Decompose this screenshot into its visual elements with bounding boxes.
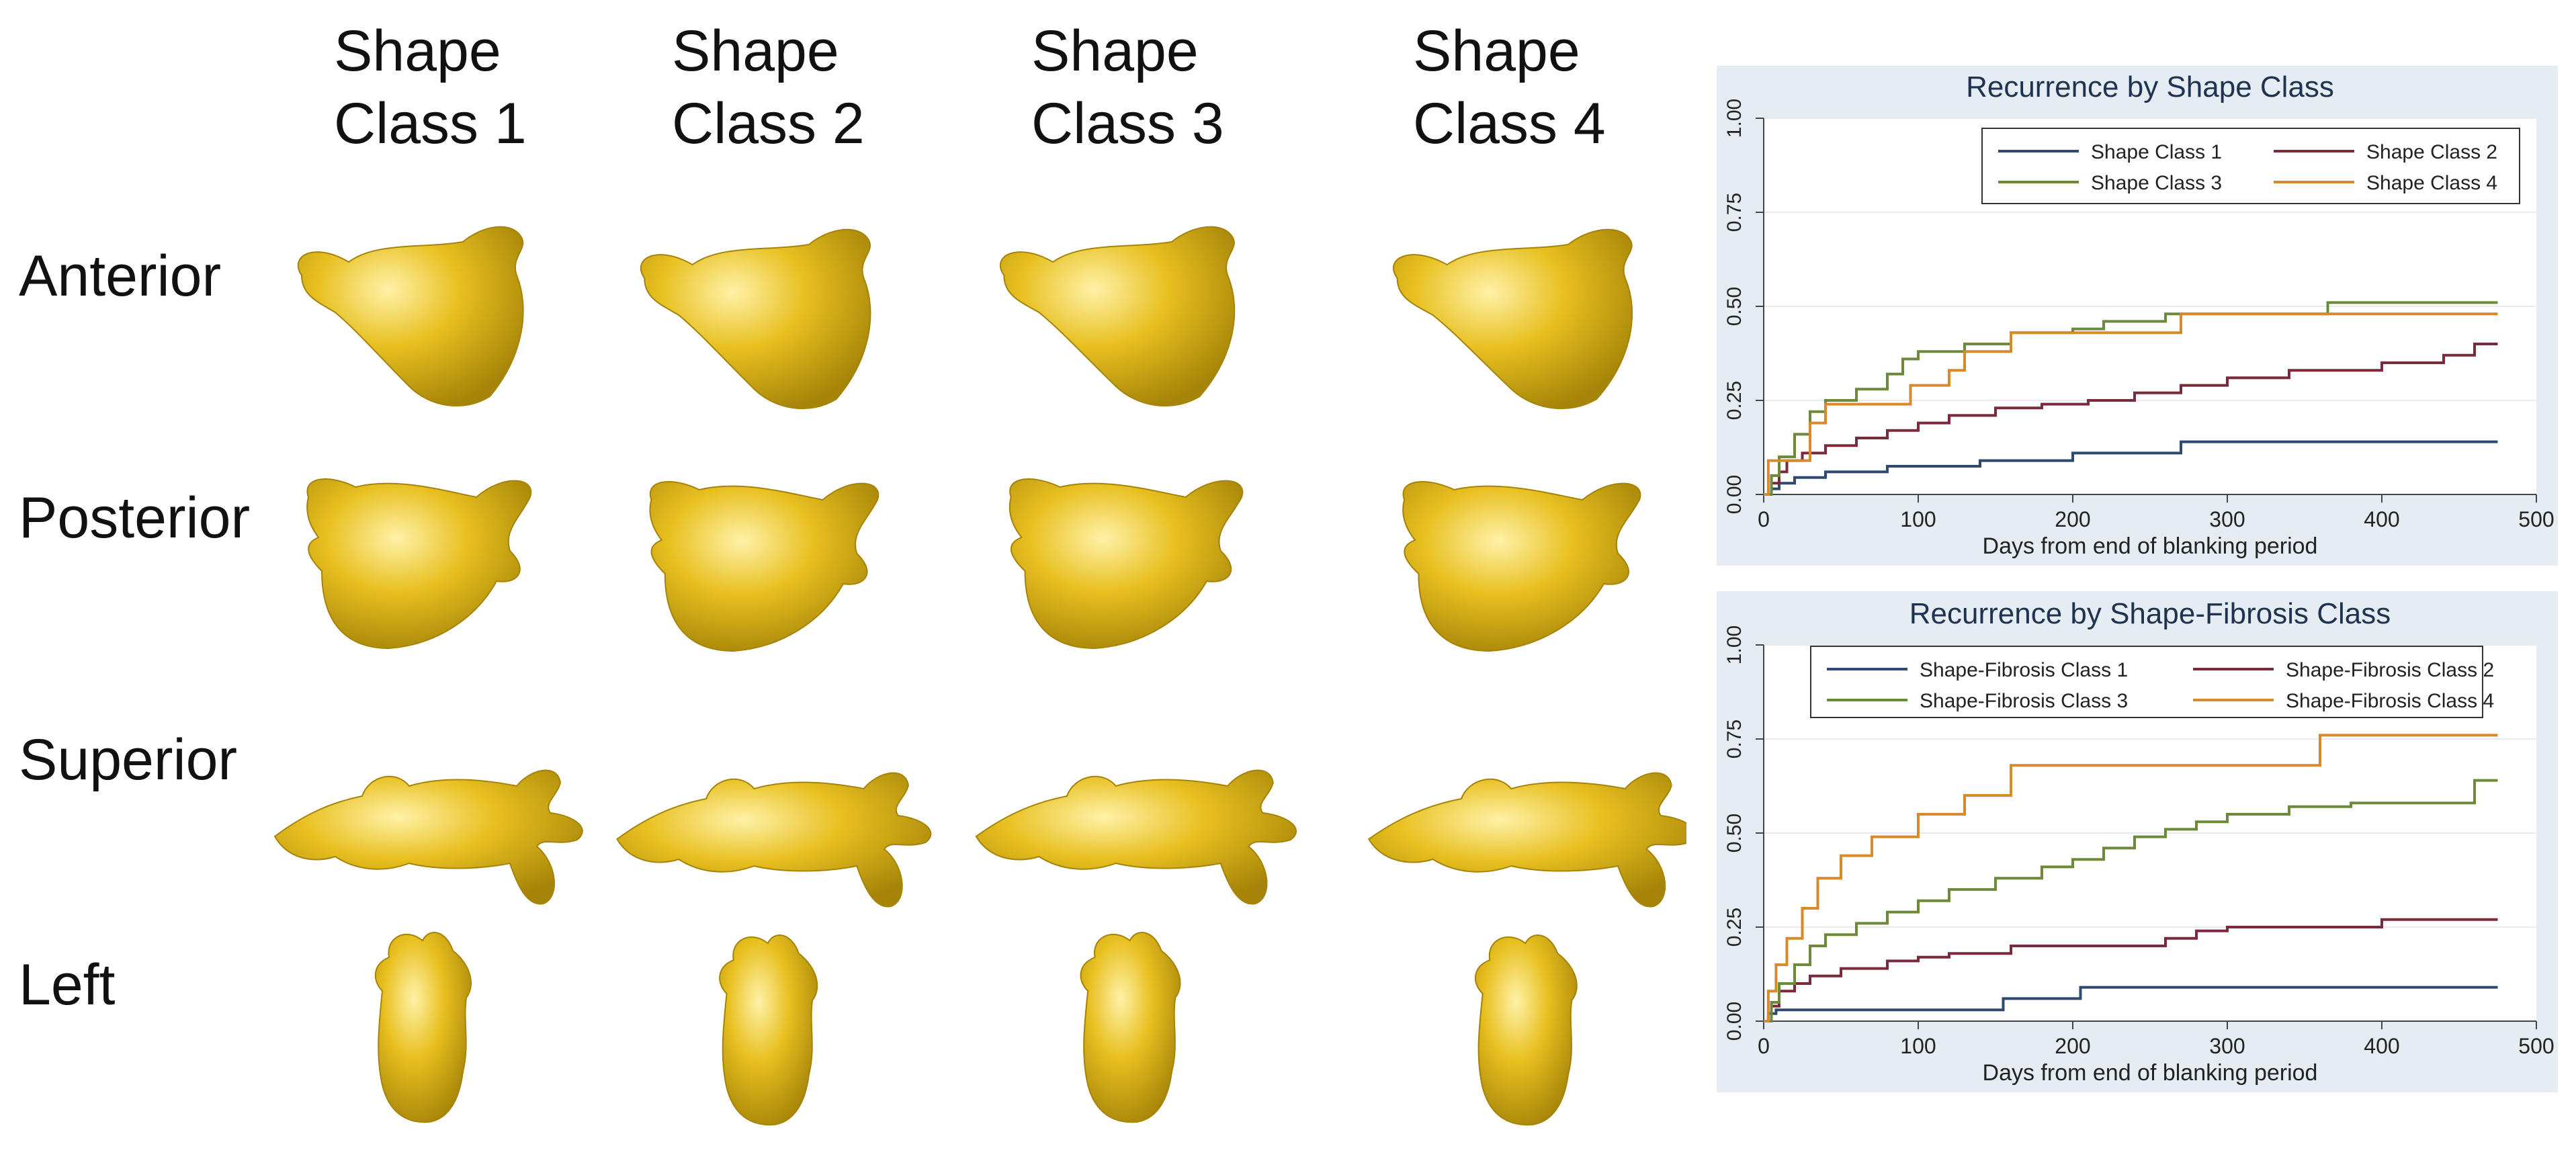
x-tick-label: 100 (1900, 1034, 1936, 1058)
atrium-shape-render (265, 702, 601, 924)
x-tick-label: 200 (2055, 507, 2090, 531)
series-line (1764, 440, 2498, 496)
series-line (1764, 918, 2498, 1022)
x-tick-label: 0 (1758, 1034, 1770, 1058)
y-tick-label: 1.00 (1723, 99, 1746, 138)
row-label-left: Left (19, 953, 116, 1017)
atrium-shape-render (1350, 910, 1686, 1132)
y-tick-label: 0.00 (1723, 1002, 1746, 1041)
column-header-shape-class-3: Shape Class 3 (1031, 15, 1224, 160)
atrium-shape-render (961, 702, 1297, 924)
y-tick-label: 0.25 (1723, 381, 1746, 420)
chart-recurrence-by-shape-class: Recurrence by Shape Class 0.00 0.25 0.50 0.7… (1723, 71, 2554, 559)
column-header-shape-class-4: Shape Class 4 (1413, 15, 1606, 160)
legend-label: Shape Class 3 (2091, 172, 2222, 194)
legend-box (1981, 128, 2520, 204)
series-line (1764, 734, 2498, 1022)
y-tick-label: 1.00 (1723, 625, 1746, 664)
row-label-posterior: Posterior (19, 486, 251, 550)
legend-label: Shape-Fibrosis Class 4 (2286, 690, 2494, 712)
x-axis-label: Days from end of blanking period (1983, 1060, 2318, 1086)
column-header-line2: Class 2 (672, 91, 865, 156)
column-header-line1: Shape (1031, 19, 1199, 83)
atrium-shape-render (1350, 195, 1686, 417)
chart-title: Recurrence by Shape Class (1966, 71, 2334, 103)
x-tick-label: 300 (2209, 507, 2245, 531)
atrium-shape-render (265, 910, 601, 1132)
legend-label: Shape-Fibrosis Class 1 (1920, 659, 2128, 681)
x-tick-label: 200 (2055, 1034, 2090, 1058)
column-header-line2: Class 4 (1413, 91, 1606, 156)
x-tick-label: 500 (2518, 1034, 2554, 1058)
x-tick-label: 400 (2364, 1034, 2399, 1058)
column-header-line2: Class 3 (1031, 91, 1224, 156)
series-line (1764, 779, 2498, 1022)
atrium-shape-render (605, 702, 941, 924)
y-tick-label: 0.00 (1723, 475, 1746, 514)
column-header-line1: Shape (672, 19, 839, 83)
x-tick-label: 400 (2364, 507, 2399, 531)
x-tick-label: 100 (1900, 507, 1936, 531)
series-line (1764, 301, 2498, 496)
atrium-shape-render (961, 437, 1297, 658)
y-tick-label: 0.50 (1723, 814, 1746, 853)
chart-title: Recurrence by Shape-Fibrosis Class (1909, 597, 2391, 630)
x-tick-label: 300 (2209, 1034, 2245, 1058)
atrium-shape-render (265, 195, 601, 417)
y-tick-label: 0.75 (1723, 193, 1746, 232)
legend-label: Shape-Fibrosis Class 2 (2286, 659, 2494, 681)
y-tick-label: 0.25 (1723, 908, 1746, 947)
chart-panel-shape-fibrosis-class: Recurrence by Shape-Fibrosis Class 0.00 0.… (1717, 591, 2558, 1092)
atrium-shape-render (961, 195, 1297, 417)
legend-label: Shape-Fibrosis Class 3 (1920, 690, 2128, 712)
legend-label: Shape Class 4 (2366, 172, 2497, 194)
column-header-line1: Shape (334, 19, 501, 83)
atrium-shape-render (1350, 437, 1686, 658)
atrium-shape-render (605, 910, 941, 1132)
atrium-shape-render (605, 195, 941, 417)
y-tick-label: 0.50 (1723, 287, 1746, 326)
legend-label: Shape Class 1 (2091, 141, 2222, 163)
column-header-line1: Shape (1413, 19, 1580, 83)
column-header-shape-class-1: Shape Class 1 (334, 15, 527, 160)
atrium-shape-render (961, 910, 1297, 1132)
atrium-shape-render (605, 437, 941, 658)
chart-recurrence-by-shape-fibrosis-class: Recurrence by Shape-Fibrosis Class 0.00 0.… (1723, 597, 2554, 1086)
atrium-shape-render (265, 437, 601, 658)
series-line (1764, 312, 2498, 496)
y-tick-label: 0.75 (1723, 720, 1746, 758)
chart-panel-shape-class: Recurrence by Shape Class 0.00 0.25 0.50 0.7… (1717, 66, 2558, 566)
x-tick-label: 500 (2518, 507, 2554, 531)
atrium-shape-render (1350, 702, 1686, 924)
row-label-anterior: Anterior (19, 244, 222, 308)
legend-box (1810, 646, 2483, 718)
row-label-superior: Superior (19, 728, 238, 792)
legend-label: Shape Class 2 (2366, 141, 2497, 163)
x-tick-label: 0 (1758, 507, 1770, 531)
column-header-line2: Class 1 (334, 91, 527, 156)
x-axis-label: Days from end of blanking period (1983, 533, 2318, 559)
column-header-shape-class-2: Shape Class 2 (672, 15, 865, 160)
